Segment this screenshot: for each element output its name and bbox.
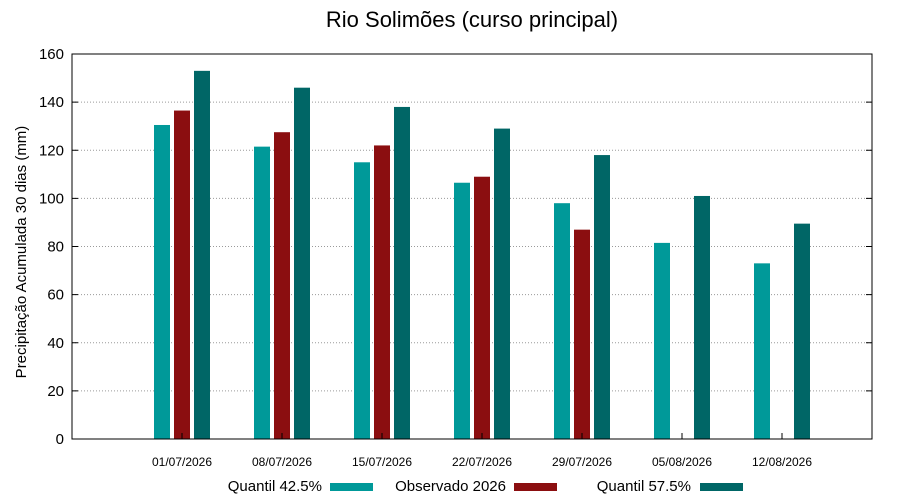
bar-quantil-57-5--4 [594, 155, 610, 439]
y-tick-label: 100 [39, 190, 64, 207]
legend-swatch [514, 483, 557, 491]
legend-label: Quantil 42.5% [228, 478, 322, 495]
y-axis-label: Precipitação Acumulada 30 dias (mm) [13, 126, 30, 379]
bars [154, 70, 810, 439]
bar-observado-2026-2 [374, 145, 390, 439]
bar-quantil-57-5--5 [694, 195, 710, 439]
bar-observado-2026-4 [574, 229, 590, 439]
x-tick-label: 22/07/2026 [452, 455, 512, 469]
legend-swatch [330, 483, 373, 491]
x-tick-label: 05/08/2026 [652, 455, 712, 469]
x-tick-label: 08/07/2026 [252, 455, 312, 469]
bar-quantil-57-5--6 [794, 223, 810, 439]
bar-quantil-42-5--6 [754, 263, 770, 439]
x-tick-label: 12/08/2026 [752, 455, 812, 469]
x-tick-label: 15/07/2026 [352, 455, 412, 469]
y-tick-label: 80 [47, 239, 64, 256]
y-tick-label: 20 [47, 383, 64, 400]
legend-label: Quantil 57.5% [597, 478, 691, 495]
y-tick-label: 120 [39, 142, 64, 159]
bar-quantil-42-5--5 [654, 242, 670, 439]
bar-quantil-42-5--3 [454, 182, 470, 439]
y-tick-label: 0 [56, 431, 64, 448]
y-tick-label: 60 [47, 287, 64, 304]
y-axis-ticks: 0 20 40 60 80 100 120 140 160 [39, 46, 872, 448]
y-tick-label: 140 [39, 94, 64, 111]
x-tick-label: 29/07/2026 [552, 455, 612, 469]
bar-quantil-57-5--3 [494, 128, 510, 439]
bar-observado-2026-3 [474, 176, 490, 439]
y-tick-label: 40 [47, 335, 64, 352]
bar-quantil-42-5--0 [154, 124, 170, 439]
bar-observado-2026-1 [274, 132, 290, 439]
grid-lines [72, 101, 872, 392]
bar-quantil-42-5--1 [254, 146, 270, 439]
y-tick-label: 160 [39, 46, 64, 63]
bar-observado-2026-0 [174, 110, 190, 439]
x-axis-ticks: 01/07/2026 08/07/2026 15/07/2026 22/07/2026… [152, 433, 812, 469]
bar-quantil-57-5--0 [194, 70, 210, 439]
bar-quantil-57-5--2 [394, 106, 410, 439]
chart-title: Rio Solimões (curso principal) [326, 7, 618, 32]
legend-label: Observado 2026 [395, 478, 506, 495]
legend: Quantil 42.5% Observado 2026 Quantil 57.5% [228, 478, 743, 495]
bar-quantil-57-5--1 [294, 87, 310, 439]
x-tick-label: 01/07/2026 [152, 455, 212, 469]
bar-quantil-42-5--2 [354, 162, 370, 439]
bar-quantil-42-5--4 [554, 203, 570, 439]
plot-frame [71, 53, 873, 440]
legend-swatch [700, 483, 743, 491]
